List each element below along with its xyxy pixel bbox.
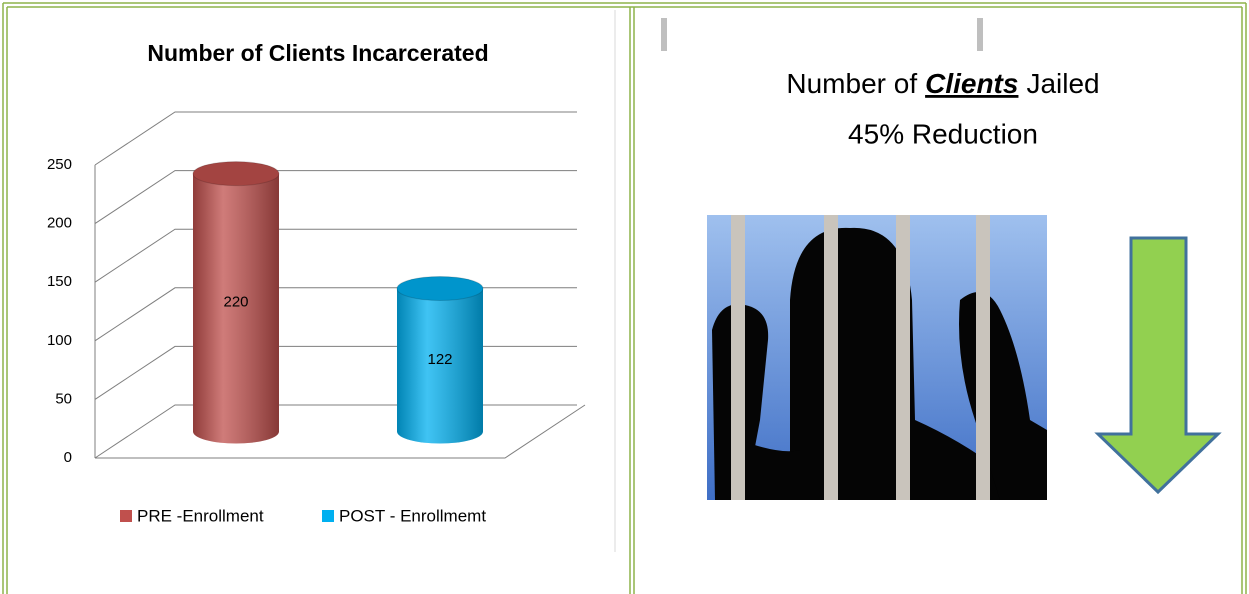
legend-swatch xyxy=(322,510,334,522)
bar-top xyxy=(192,161,280,187)
title-part: Jailed xyxy=(1026,68,1099,99)
jail-image xyxy=(707,215,1047,500)
title-part: Clients xyxy=(925,68,1018,99)
grid-line xyxy=(94,170,577,225)
down-arrow xyxy=(1094,236,1222,495)
title-part: Number of xyxy=(786,68,917,99)
grid-line xyxy=(94,111,577,166)
decor-bar xyxy=(977,18,983,51)
chart-title: Number of Clients Incarcerated xyxy=(147,40,488,66)
legend-swatch xyxy=(120,510,132,522)
legend-label: PRE -Enrollment xyxy=(137,506,264,525)
y-tick-label: 200 xyxy=(47,215,72,232)
panel-title: Number of Clients Jailed xyxy=(786,68,1099,99)
bar-top-shade xyxy=(397,276,483,301)
y-tick-label: 100 xyxy=(47,332,72,349)
bar-top-shade xyxy=(193,161,279,186)
y-tick-label: 0 xyxy=(64,449,72,466)
grid-line xyxy=(94,228,577,283)
bar-top xyxy=(396,276,484,302)
legend-label: POST - Enrollmemt xyxy=(339,506,486,525)
data-label: 122 xyxy=(427,351,452,368)
panel-subtitle: 45% Reduction xyxy=(848,118,1038,149)
floor xyxy=(95,404,586,459)
y-tick-label: 250 xyxy=(47,156,72,173)
decor-bar xyxy=(661,18,667,51)
grid-line xyxy=(94,287,577,342)
bar-shade xyxy=(193,173,279,444)
data-label: 220 xyxy=(223,294,248,311)
grid-line xyxy=(94,404,577,459)
grid-line xyxy=(94,345,577,400)
bar-shade xyxy=(397,288,483,444)
y-tick-label: 50 xyxy=(55,390,72,407)
y-tick-label: 150 xyxy=(47,273,72,290)
